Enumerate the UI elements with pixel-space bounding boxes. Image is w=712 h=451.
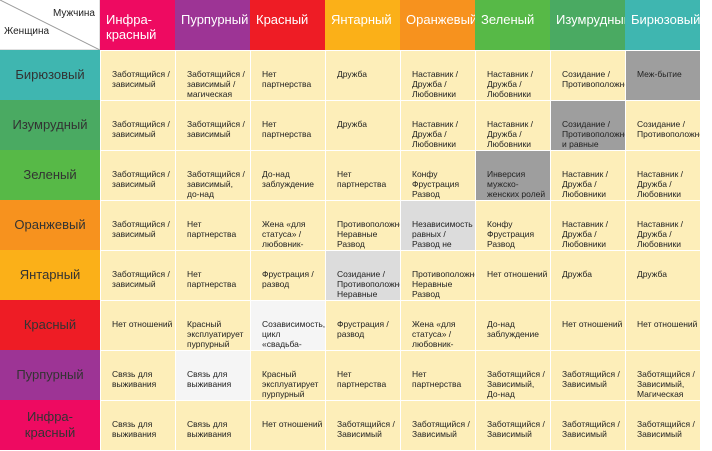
table-cell: Наставник / Дружба / Любовники	[475, 100, 550, 150]
column-header: Красный	[250, 0, 325, 50]
column-header: Оранжевый	[400, 0, 475, 50]
table-cell: Дружба	[325, 100, 400, 150]
column-header: Инфра- красный	[100, 0, 175, 50]
row-header: Пурпурный	[0, 350, 100, 400]
table-cell: Заботящийся / зависимый	[100, 200, 175, 250]
table-cell: Независимость равных / Развод не противо…	[400, 200, 475, 250]
table-cell: Наставник / Дружба / Любовники	[625, 150, 700, 200]
table-cell: Нет партнерства	[175, 250, 250, 300]
corner-label-woman: Женщина	[4, 26, 50, 37]
table-cell: Созидание / Противоположности Неравные	[325, 250, 400, 300]
row-header: Оранжевый	[0, 200, 100, 250]
column-header: Бирюзовый	[625, 0, 700, 50]
table-cell: Заботящийся / Зависимый	[550, 350, 625, 400]
table-cell: Заботящийся / Зависимый	[625, 400, 700, 450]
table-cell: Нет отношений	[550, 300, 625, 350]
table-cell: Заботящийся / Зависимый	[325, 400, 400, 450]
table-cell: До-над заблуждение	[250, 150, 325, 200]
table-cell: Заботящийся / зависимый	[100, 100, 175, 150]
column-header: Зеленый	[475, 0, 550, 50]
table-cell: Заботящийся / Зависимый	[400, 400, 475, 450]
table-cell: Заботящийся / зависимый	[100, 250, 175, 300]
table-cell: Нет отношений	[250, 400, 325, 450]
table-cell: Заботящийся / зависимый	[175, 100, 250, 150]
table-cell: Нет партнерства	[250, 50, 325, 100]
table-cell: Фрустрация / развод	[250, 250, 325, 300]
corner-label-man: Мужчина	[52, 8, 95, 19]
table-cell: Нет партнерства	[325, 350, 400, 400]
table-cell: Связь для выживания	[100, 350, 175, 400]
table-cell: Связь для выживания	[100, 400, 175, 450]
table-cell: Заботящийся / зависимый	[100, 50, 175, 100]
table-cell: Противоположности Неравные Развод	[400, 250, 475, 300]
table-cell: Красный эксплуатирует пурпурный	[250, 350, 325, 400]
row-header: Зеленый	[0, 150, 100, 200]
table-cell: Красный эксплуатирует пурпурный	[175, 300, 250, 350]
table-cell: Заботящийся / Зависимый	[550, 400, 625, 450]
table-cell: Наставник / Дружба / Любовники	[550, 200, 625, 250]
table-cell: Созидание / Противоположности и равные	[550, 100, 625, 150]
table-cell: Заботящийся / зависимый, до-над заблужде…	[175, 150, 250, 200]
table-cell: Нет отношений	[475, 250, 550, 300]
table-cell: Конфу Фрустрация Развод	[400, 150, 475, 200]
table-cell: Нет партнерства	[250, 100, 325, 150]
table-cell: Заботящийся / Зависимый, Магическая связ…	[625, 350, 700, 400]
row-header: Красный	[0, 300, 100, 350]
table-cell: Фрустрация / развод	[325, 300, 400, 350]
column-header: Изумрудный	[550, 0, 625, 50]
table-cell: До-над заблуждение	[475, 300, 550, 350]
table-cell: Заботящийся / Зависимый	[475, 400, 550, 450]
table-cell: Конфу Фрустрация Развод	[475, 200, 550, 250]
table-cell: Жена «для статуса» / любовник-альфонс	[250, 200, 325, 250]
table-cell: Нет партнерства	[400, 350, 475, 400]
table-cell: Дружба	[550, 250, 625, 300]
table-cell: Заботящийся / зависимый / магическая свя…	[175, 50, 250, 100]
row-header: Бирюзовый	[0, 50, 100, 100]
table-cell: Жена «для статуса» / любовник-альфонс	[400, 300, 475, 350]
table-cell: Дружба	[625, 250, 700, 300]
table-corner: Мужчина Женщина	[0, 0, 100, 50]
table-cell: Наставник / Дружба / Любовники	[625, 200, 700, 250]
column-header: Пурпурный	[175, 0, 250, 50]
table-cell: Заботящийся / Зависимый, До-над заблужде…	[475, 350, 550, 400]
table-cell: Дружба	[325, 50, 400, 100]
column-header: Янтарный	[325, 0, 400, 50]
table-cell: Наставник / Дружба / Любовники	[475, 50, 550, 100]
row-header: Инфра- красный	[0, 400, 100, 450]
table-cell: Инверсия мужско- женских ролей Развод	[475, 150, 550, 200]
table-cell: Наставник / Дружба / Любовники	[400, 100, 475, 150]
table-cell: Нет партнерства	[175, 200, 250, 250]
diagonal-divider	[0, 0, 100, 50]
table-cell: Противоположности Неравные Развод	[325, 200, 400, 250]
row-header: Янтарный	[0, 250, 100, 300]
table-cell: Меж-бытие	[625, 50, 700, 100]
table-cell: Созидание / Противоположности	[550, 50, 625, 100]
table-cell: Созидание / Противоположности	[625, 100, 700, 150]
row-header: Изумрудный	[0, 100, 100, 150]
table-cell: Созависимость, цикл «свадьба-развод»	[250, 300, 325, 350]
table-cell: Связь для выживания	[175, 400, 250, 450]
table-cell: Наставник / Дружба / Любовники	[550, 150, 625, 200]
table-cell: Нет отношений	[100, 300, 175, 350]
table-cell: Нет отношений	[625, 300, 700, 350]
table-cell: Наставник / Дружба / Любовники	[400, 50, 475, 100]
table-cell: Нет партнерства	[325, 150, 400, 200]
table-cell: Заботящийся / зависимый	[100, 150, 175, 200]
table-cell: Связь для выживания	[175, 350, 250, 400]
